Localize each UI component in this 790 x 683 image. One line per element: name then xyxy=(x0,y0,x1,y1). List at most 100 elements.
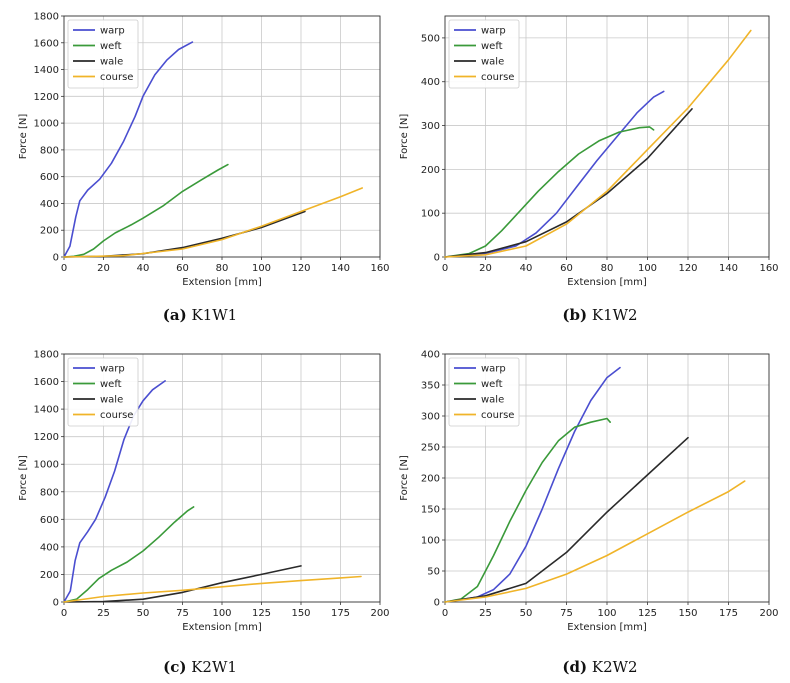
y-tick-label: 600 xyxy=(40,172,59,183)
legend-label-wale: wale xyxy=(100,57,123,68)
x-tick-label: 175 xyxy=(719,608,738,619)
x-tick-label: 150 xyxy=(678,608,697,619)
caption-id: (a) xyxy=(163,306,187,324)
x-axis-label: Extension [mm] xyxy=(182,622,262,633)
x-tick-label: 125 xyxy=(638,608,657,619)
caption-name: K1W1 xyxy=(187,306,237,324)
legend-box xyxy=(448,19,520,89)
x-tick-label: 100 xyxy=(252,263,271,274)
legend-box xyxy=(448,357,520,427)
x-tick-label: 0 xyxy=(61,608,67,619)
legend-label-wale: wale xyxy=(481,57,504,68)
chart-d: 0 25 50 75 100 125 150 175 200 0 50 100 150 200 250 300… xyxy=(399,350,779,634)
series-warp-line xyxy=(63,41,194,258)
x-tick-label: 120 xyxy=(291,263,310,274)
y-tick-label: 1600 xyxy=(34,377,59,388)
y-tick-label: 300 xyxy=(421,121,440,132)
x-tick-label: 20 xyxy=(479,263,492,274)
y-tick-label: 800 xyxy=(40,487,59,498)
y-tick-label: 100 xyxy=(421,536,440,547)
chart-c: 0 25 50 75 100 125 150 175 200 0 200 400 600 800 1000 1… xyxy=(18,350,390,634)
x-tick-label: 175 xyxy=(331,608,350,619)
x-tick-label: 0 xyxy=(61,263,67,274)
series-warp-line xyxy=(444,90,665,258)
x-tick-label: 60 xyxy=(560,263,573,274)
x-tick-label: 140 xyxy=(331,263,350,274)
x-tick-label: 150 xyxy=(291,608,310,619)
series-weft-line xyxy=(444,417,612,603)
series-course-line xyxy=(63,575,362,603)
caption-c: (c) K2W1 xyxy=(163,658,237,676)
y-axis-label: Force [N] xyxy=(399,455,410,501)
y-tick-label: 300 xyxy=(421,412,440,423)
caption-id: (b) xyxy=(562,306,587,324)
legend-box xyxy=(67,19,139,89)
y-tick-label: 1600 xyxy=(34,38,59,49)
x-tick-label: 75 xyxy=(176,608,189,619)
caption-b: (b) K1W2 xyxy=(562,306,637,324)
series-course-line xyxy=(63,187,364,258)
legend-label-weft: weft xyxy=(481,379,503,390)
x-tick-label: 50 xyxy=(520,608,533,619)
y-tick-label: 150 xyxy=(421,505,440,516)
x-tick-label: 125 xyxy=(252,608,271,619)
y-tick-label: 200 xyxy=(421,165,440,176)
x-axis-label: Extension [mm] xyxy=(182,277,262,288)
x-tick-label: 140 xyxy=(719,263,738,274)
x-tick-label: 80 xyxy=(601,263,614,274)
y-tick-label: 1000 xyxy=(34,460,59,471)
x-tick-label: 200 xyxy=(759,608,778,619)
y-tick-label: 350 xyxy=(421,381,440,392)
series-warp-line xyxy=(63,380,166,603)
x-tick-label: 0 xyxy=(442,263,448,274)
caption-id: (d) xyxy=(562,658,587,676)
y-tick-label: 1400 xyxy=(34,405,59,416)
series-warp-line xyxy=(444,366,621,603)
series-course-line xyxy=(444,29,752,258)
y-tick-label: 50 xyxy=(427,567,440,578)
x-tick-label: 25 xyxy=(479,608,492,619)
y-tick-label: 600 xyxy=(40,515,59,526)
caption-name: K2W2 xyxy=(587,658,637,676)
x-tick-label: 60 xyxy=(176,263,189,274)
x-tick-label: 50 xyxy=(137,608,150,619)
legend-label-course: course xyxy=(100,72,133,83)
plot-frame xyxy=(444,353,770,603)
y-tick-label: 1400 xyxy=(34,65,59,76)
caption-id: (c) xyxy=(163,658,186,676)
caption-name: K1W2 xyxy=(587,306,637,324)
y-tick-label: 1200 xyxy=(34,432,59,443)
caption-name: K2W1 xyxy=(186,658,236,676)
y-tick-label: 100 xyxy=(421,209,440,220)
x-tick-label: 100 xyxy=(212,608,231,619)
x-tick-label: 25 xyxy=(97,608,110,619)
chart-b: 0 20 40 60 80 100 120 140 160 0 100 200 300 400 500 Ext… xyxy=(399,15,779,288)
x-tick-label: 200 xyxy=(370,608,389,619)
x-tick-label: 120 xyxy=(678,263,697,274)
legend-label-course: course xyxy=(481,72,514,83)
x-tick-label: 100 xyxy=(597,608,616,619)
legend-label-warp: warp xyxy=(481,364,506,375)
legend-label-weft: weft xyxy=(481,41,503,52)
plot-frame xyxy=(63,15,381,258)
plot-frame xyxy=(444,15,770,258)
legend-label-course: course xyxy=(481,410,514,421)
y-tick-label: 250 xyxy=(421,443,440,454)
series-weft-line xyxy=(63,163,229,258)
y-tick-label: 1000 xyxy=(34,119,59,130)
series-course-line xyxy=(444,480,746,603)
x-tick-label: 160 xyxy=(759,263,778,274)
y-tick-label: 200 xyxy=(40,226,59,237)
x-tick-label: 20 xyxy=(97,263,110,274)
legend-label-wale: wale xyxy=(481,395,504,406)
legend-label-wale: wale xyxy=(100,395,123,406)
x-tick-label: 100 xyxy=(638,263,657,274)
y-tick-label: 400 xyxy=(421,350,440,361)
legend-label-warp: warp xyxy=(481,26,506,37)
legend-label-weft: weft xyxy=(100,379,122,390)
plot-frame xyxy=(63,353,381,603)
x-tick-label: 75 xyxy=(560,608,573,619)
x-tick-label: 40 xyxy=(137,263,150,274)
y-tick-label: 200 xyxy=(40,570,59,581)
